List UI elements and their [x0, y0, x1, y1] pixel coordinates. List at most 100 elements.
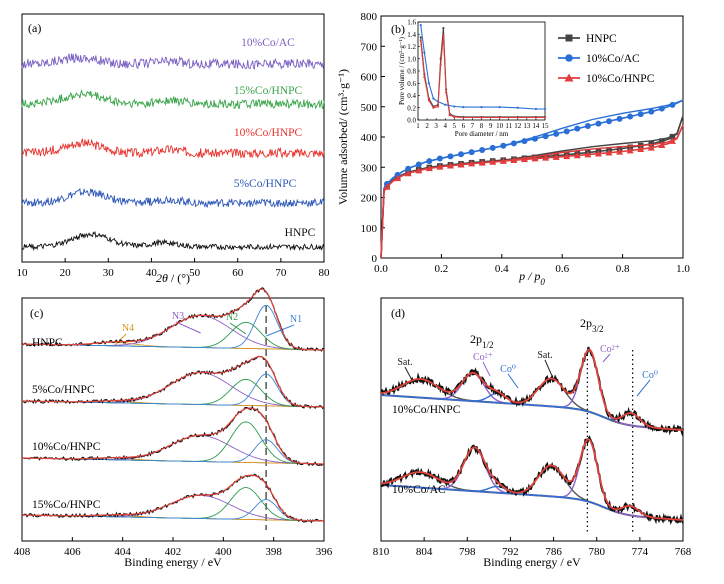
panel-b-inset-marker — [445, 91, 448, 94]
panel-b-inset-xtick-label: 6 — [462, 122, 466, 130]
panel-b-inset-ytick-label: 1.4 — [407, 31, 416, 39]
panel-b-marker — [584, 151, 592, 158]
panel-c-peak-label: N2 — [226, 312, 238, 323]
panel-c-peak-arrow — [175, 321, 201, 334]
panel-b-ytick-label: 800 — [361, 11, 378, 23]
panel-c-xtick-label: 406 — [64, 546, 81, 558]
panel-a-xtick-label: 50 — [189, 267, 201, 279]
panel-b-marker — [658, 105, 665, 112]
panel-b-inset-marker — [498, 116, 501, 119]
panel-b-series-desorption — [380, 124, 684, 259]
panel-b-xlabel-p: p / p — [518, 269, 540, 283]
panel-b-marker — [574, 125, 581, 132]
panel-d-header-2p32: 2p3/2 — [580, 316, 604, 334]
panel-a-xtick-label: 20 — [60, 267, 72, 279]
panel-d-frame — [380, 297, 684, 542]
panel-a-series-label: 10%Co/HNPC — [234, 127, 303, 139]
panel-d-peak-arrow — [507, 373, 519, 389]
panel-b-marker — [552, 153, 560, 160]
panel-b-ytick-label: 200 — [361, 193, 378, 205]
panel-c-xtick-label: 404 — [114, 546, 131, 558]
panel-b-inset-marker — [543, 116, 547, 119]
panel-b-ytick-label: 100 — [361, 223, 378, 235]
panel-b-marker — [658, 141, 666, 149]
panel-b-marker — [595, 120, 602, 127]
panel-a-series-line — [21, 230, 325, 252]
panel-c-raw-spectrum — [21, 405, 325, 467]
panel-b-inset-xtick-label: 14 — [532, 122, 540, 130]
panel-b-marker — [394, 174, 402, 182]
panel-b-inset-marker — [432, 97, 435, 100]
panel-d-peak-arrow — [482, 361, 491, 377]
panel-b-inset-marker — [419, 23, 422, 27]
panel-c-xtick-label: 398 — [265, 546, 282, 558]
panel-a-series-label: HNPC — [285, 227, 316, 239]
panel-b-inset-marker — [444, 103, 447, 106]
panel-b-inset-ytick-label: 0.0 — [407, 117, 416, 125]
panel-b-inset-xtick-label: 2 — [425, 122, 429, 130]
panel-b-inset-marker — [419, 36, 422, 39]
panel-d-tag: (d) — [391, 306, 405, 320]
panel-b-xtick-label: 1.0 — [676, 263, 690, 275]
panel-b-inset-xtick-label: 4 — [443, 122, 447, 130]
panel-d-header-2p12: 2p1/2 — [470, 332, 494, 350]
panel-b-inset-marker — [432, 106, 435, 109]
panel-d-peak-label: Co²⁺ — [473, 352, 493, 363]
panel-d-sample-label: 10%Co/HNPC — [392, 404, 461, 416]
panel-b-marker — [468, 149, 475, 156]
panel-b-inset-xtick-label: 9 — [489, 122, 493, 130]
panel-d-header-2p12-main: 2p — [470, 332, 482, 346]
panel-d-xtick-label: 792 — [502, 546, 519, 558]
panel-b-marker — [563, 128, 570, 135]
panel-c-sample-label: 10%Co/HNPC — [32, 441, 101, 453]
panel-b-inset-xtick-label: 10 — [496, 122, 504, 130]
panel-b-inset-marker — [480, 116, 483, 119]
panel-b-xtick-label: 0.8 — [616, 263, 630, 275]
panel-b-xtick-label: 0.6 — [555, 263, 569, 275]
panel-b-inset-marker — [534, 116, 538, 119]
panel-b-marker — [500, 142, 507, 149]
panel-b-inset-ytick-label: 1.0 — [407, 55, 416, 63]
panel-a-xtick-label: 70 — [275, 267, 287, 279]
panel-d-xtick-label: 786 — [545, 546, 562, 558]
panel-b-inset-xtick-label: 1 — [416, 122, 420, 130]
panel-b-inset-xtick-label: 12 — [514, 122, 522, 130]
panel-b-marker — [447, 153, 454, 160]
panel-c-xlabel: Binding energy / eV — [124, 555, 222, 569]
panel-b-marker — [563, 152, 571, 160]
panel-b-tag: (b) — [391, 22, 405, 36]
panel-b-marker — [531, 155, 539, 162]
panel-d-component-line — [380, 438, 684, 521]
panel-b-legend-marker — [565, 54, 573, 62]
panel-b-inset-marker — [534, 107, 538, 111]
panel-c-fit-envelope — [22, 407, 324, 465]
panel-a-xtick-label: 60 — [232, 267, 244, 279]
panel-a-frame — [21, 13, 325, 263]
panel-c-peak-arrow — [265, 324, 295, 337]
panel-b-ytick-label: 0 — [372, 253, 378, 265]
panel-a-series-label: 5%Co/HNPC — [234, 178, 297, 190]
panel-a-tag: (a) — [28, 21, 41, 35]
panel-b-series-desorption — [380, 99, 684, 259]
panel-d-peak-label: Sat. — [537, 350, 552, 361]
panel-b-marker — [669, 133, 676, 140]
panel-b-inset-marker — [453, 115, 456, 119]
panel-a-series-line — [21, 89, 325, 110]
panel-b-marker — [383, 183, 391, 190]
panel-b-legend-label: 10%Co/AC — [586, 53, 640, 65]
panel-b-marker — [542, 154, 550, 161]
panel-d-xtick-label: 768 — [675, 546, 692, 558]
panel-b-marker — [616, 148, 624, 155]
panel-b-marker — [669, 101, 676, 108]
panel-b-inset-ytick-label: 0.4 — [407, 92, 416, 100]
panel-b-ytick-label: 300 — [361, 162, 378, 174]
panel-a-xtick-label: 30 — [103, 267, 115, 279]
panel-b-marker — [626, 147, 634, 154]
panel-b-inset-xtick-label: 13 — [523, 122, 531, 130]
panel-b-inset-marker — [423, 76, 426, 79]
panel-b-marker — [405, 165, 412, 172]
panel-b-inset-xlabel: Pore diameter / nm — [455, 130, 509, 138]
panel-a-series-line — [21, 138, 325, 159]
panel-c-xtick-label: 408 — [14, 546, 31, 558]
